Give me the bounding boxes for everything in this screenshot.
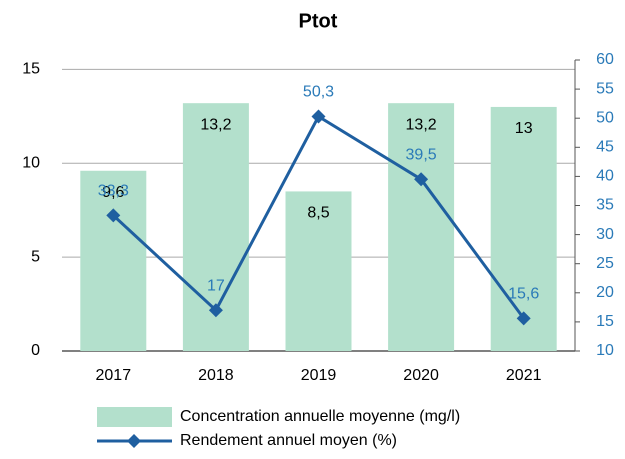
x-tick-label: 2017 (96, 367, 132, 384)
line-label: 17 (207, 277, 225, 294)
y-tick-label: 15 (22, 61, 40, 78)
x-tick-label: 2021 (506, 367, 542, 384)
line-label: 39,5 (406, 147, 437, 164)
legend-label: Concentration annuelle moyenne (mg/l) (180, 408, 460, 425)
bar (80, 170, 147, 351)
x-tick-label: 2018 (198, 367, 234, 384)
bar-label: 13,2 (200, 116, 231, 133)
y2-tick-label: 30 (596, 226, 614, 243)
bar-label: 8,5 (307, 205, 329, 222)
bar-label: 13,2 (406, 116, 437, 133)
line-marker (414, 172, 429, 187)
y2-tick-label: 40 (596, 168, 614, 185)
bar-label: 9,6 (102, 184, 124, 201)
legend-label: Rendement annuel moyen (%) (180, 432, 397, 449)
legend-marker (127, 434, 141, 448)
bar (388, 103, 455, 351)
y2-tick-label: 60 (596, 51, 614, 68)
bar (285, 191, 352, 351)
x-tick-label: 2019 (301, 367, 337, 384)
line-marker (311, 109, 326, 124)
y-tick-label: 0 (31, 342, 40, 359)
y2-tick-label: 25 (596, 255, 614, 272)
line-label: 33,3 (98, 183, 129, 200)
chart-title: Ptot (299, 10, 338, 32)
y2-tick-label: 45 (596, 139, 614, 156)
line-marker (516, 311, 531, 326)
line-marker (208, 303, 223, 318)
y2-tick-label: 10 (596, 342, 614, 359)
line-label: 50,3 (303, 84, 334, 101)
line-marker (106, 208, 121, 223)
y2-tick-label: 50 (596, 109, 614, 126)
y2-tick-label: 15 (596, 313, 614, 330)
bar (490, 106, 557, 351)
legend-swatch (97, 407, 172, 427)
y-tick-label: 5 (31, 248, 40, 265)
x-tick-label: 2020 (403, 367, 439, 384)
bar-label: 13 (515, 120, 533, 137)
line-label: 15,6 (508, 286, 539, 303)
y2-tick-label: 20 (596, 284, 614, 301)
y2-tick-label: 55 (596, 80, 614, 97)
y-tick-label: 10 (22, 154, 40, 171)
y2-tick-label: 35 (596, 197, 614, 214)
